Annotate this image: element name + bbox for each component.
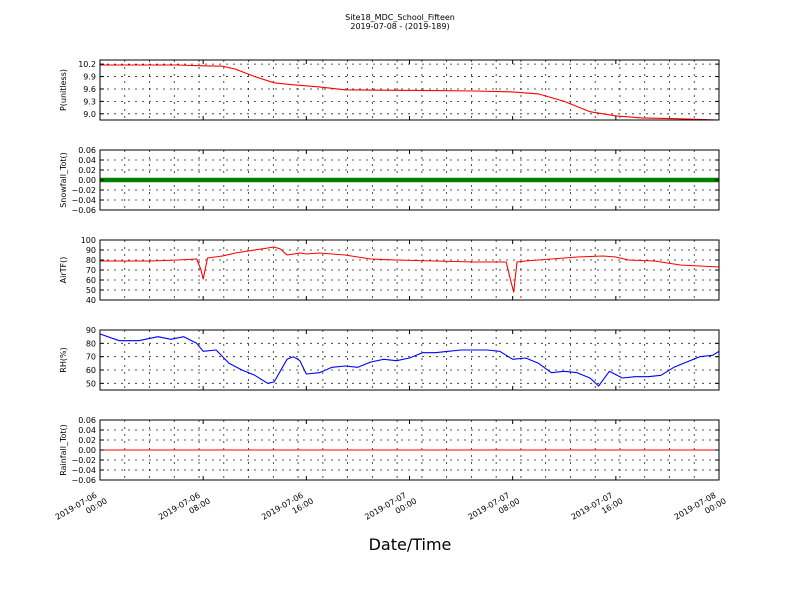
y-tick-label: −0.06: [71, 476, 96, 485]
y-axis-label: RH(%): [59, 347, 68, 372]
y-tick-label: 60: [86, 366, 96, 375]
y-tick-label: 9.6: [83, 85, 96, 94]
y-tick-label: 0.04: [78, 426, 96, 435]
y-tick-label: 80: [86, 339, 96, 348]
panel-p: 9.0 9.3 9.6 9.9 10.2 P(unitless): [59, 59, 720, 121]
series-line-airtf: [100, 246, 720, 293]
y-tick-label: 60: [86, 276, 96, 285]
y-tick-label: 90: [86, 246, 96, 255]
series-line-rh: [99, 333, 720, 387]
y-axis-label: P(unitless): [59, 69, 68, 111]
y-tick-label: 50: [86, 379, 96, 388]
y-tick-label: 9.9: [83, 73, 96, 82]
y-tick-label: 90: [86, 326, 96, 335]
y-axis-label: Rainfall_Tot(): [59, 424, 68, 476]
y-tick-label: 70: [86, 266, 96, 275]
y-tick-label: −0.02: [71, 456, 96, 465]
y-tick-label: 0.02: [78, 166, 96, 175]
y-tick-label: 0.00: [78, 446, 96, 455]
chart-panels: 9.09.39.69.910.2P(unitless)−0.06−0.04−0.…: [59, 59, 720, 485]
y-tick-label: 0.02: [78, 436, 96, 445]
y-tick-label: 0.04: [78, 156, 96, 165]
y-axis-label: AirTF(): [59, 257, 68, 284]
y-tick-label: 9.0: [83, 110, 96, 119]
chart-subtitle: 2019-07-08 - (2019-189): [350, 22, 449, 31]
y-tick-label: 80: [86, 256, 96, 265]
y-tick-label: 10.2: [78, 60, 96, 69]
y-tick-label: 9.3: [83, 97, 96, 106]
series-line-p: [100, 64, 720, 121]
panel-frame: [99, 329, 720, 391]
y-tick-label: 40: [86, 296, 96, 305]
x-axis-label: Date/Time: [369, 535, 452, 554]
y-tick-label: 0.06: [78, 416, 96, 425]
y-tick-label: 70: [86, 353, 96, 362]
y-axis-label: Snowfall_Tot(): [59, 152, 68, 208]
panel-rainfall: −0.06−0.04−0.020.000.020.040.06 Rainfall_…: [59, 416, 720, 485]
y-tick-label: −0.02: [71, 186, 96, 195]
panel-rh: 50 60 70 80 90 RH(%): [59, 326, 720, 391]
y-tick-label: −0.04: [71, 196, 96, 205]
y-tick-label: 100: [81, 236, 96, 245]
y-tick-label: 0.00: [78, 176, 96, 185]
y-tick-label: −0.06: [71, 206, 96, 215]
y-tick-label: 0.06: [78, 146, 96, 155]
y-tick-label: 50: [86, 286, 96, 295]
panel-snowfall: −0.06−0.04−0.020.000.020.040.06 Snowfall_…: [59, 146, 720, 215]
y-tick-label: −0.04: [71, 466, 96, 475]
chart-title: Site18_MDC_School_Fifteen: [345, 13, 455, 22]
